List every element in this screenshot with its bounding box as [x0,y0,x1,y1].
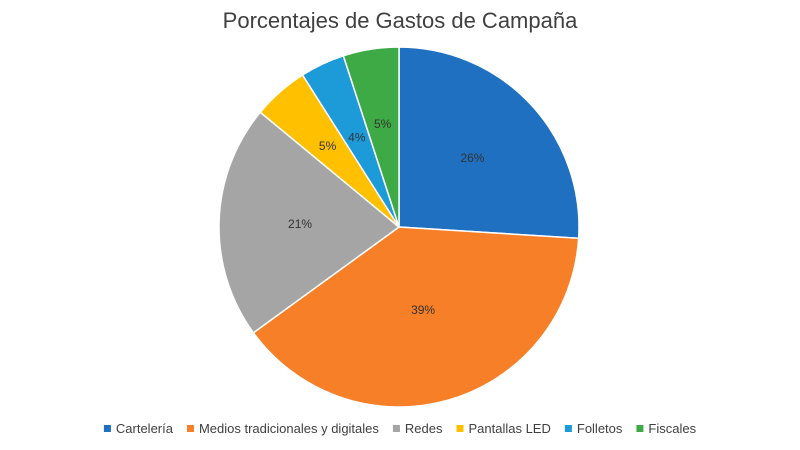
legend-item-carteleria: Cartelería [103,421,174,436]
legend-item-redes: Redes [392,421,443,436]
legend-swatch [456,425,464,432]
data-label-folletos: 4% [348,130,366,144]
legend: Cartelería Medios tradicionales y digital… [103,421,697,436]
chart-title: Porcentajes de Gastos de Campaña [223,8,578,33]
pie-slices [218,46,580,408]
pie-slice-fiscales [342,46,400,228]
legend-swatch [103,425,111,432]
legend-item-fiscales: Fiscales [636,421,697,436]
legend-label: Cartelería [116,421,174,436]
legend-item-folletos: Folletos [564,421,623,436]
legend-label: Medios tradicionales y digitales [199,421,379,436]
pie-slice-medios-tradicionales-y-digitales [252,226,580,408]
legend-label: Fiscales [648,421,696,436]
data-label-carteleria: 26% [460,151,484,165]
legend-swatch [636,425,644,432]
data-label-fiscales: 5% [374,117,392,131]
data-label-redes: 21% [288,217,312,231]
legend-label: Redes [405,421,443,436]
legend-label: Pantallas LED [468,421,550,436]
data-label-pantallas-led: 5% [319,139,337,153]
legend-swatch [392,425,400,432]
legend-label: Folletos [577,421,623,436]
data-labels: 26% 39% 21% 5% 4% 5% [288,117,485,317]
pie-slice-carteleria [398,46,580,240]
legend-item-medios-tradicionales-y-digitales: Medios tradicionales y digitales [186,421,379,436]
data-label-medios-tradicionales-y-digitales: 39% [411,303,435,317]
legend-swatch [186,425,194,432]
legend-item-pantallas-led: Pantallas LED [456,421,551,436]
pie-slice-redes [218,111,401,334]
legend-swatch [564,425,572,432]
